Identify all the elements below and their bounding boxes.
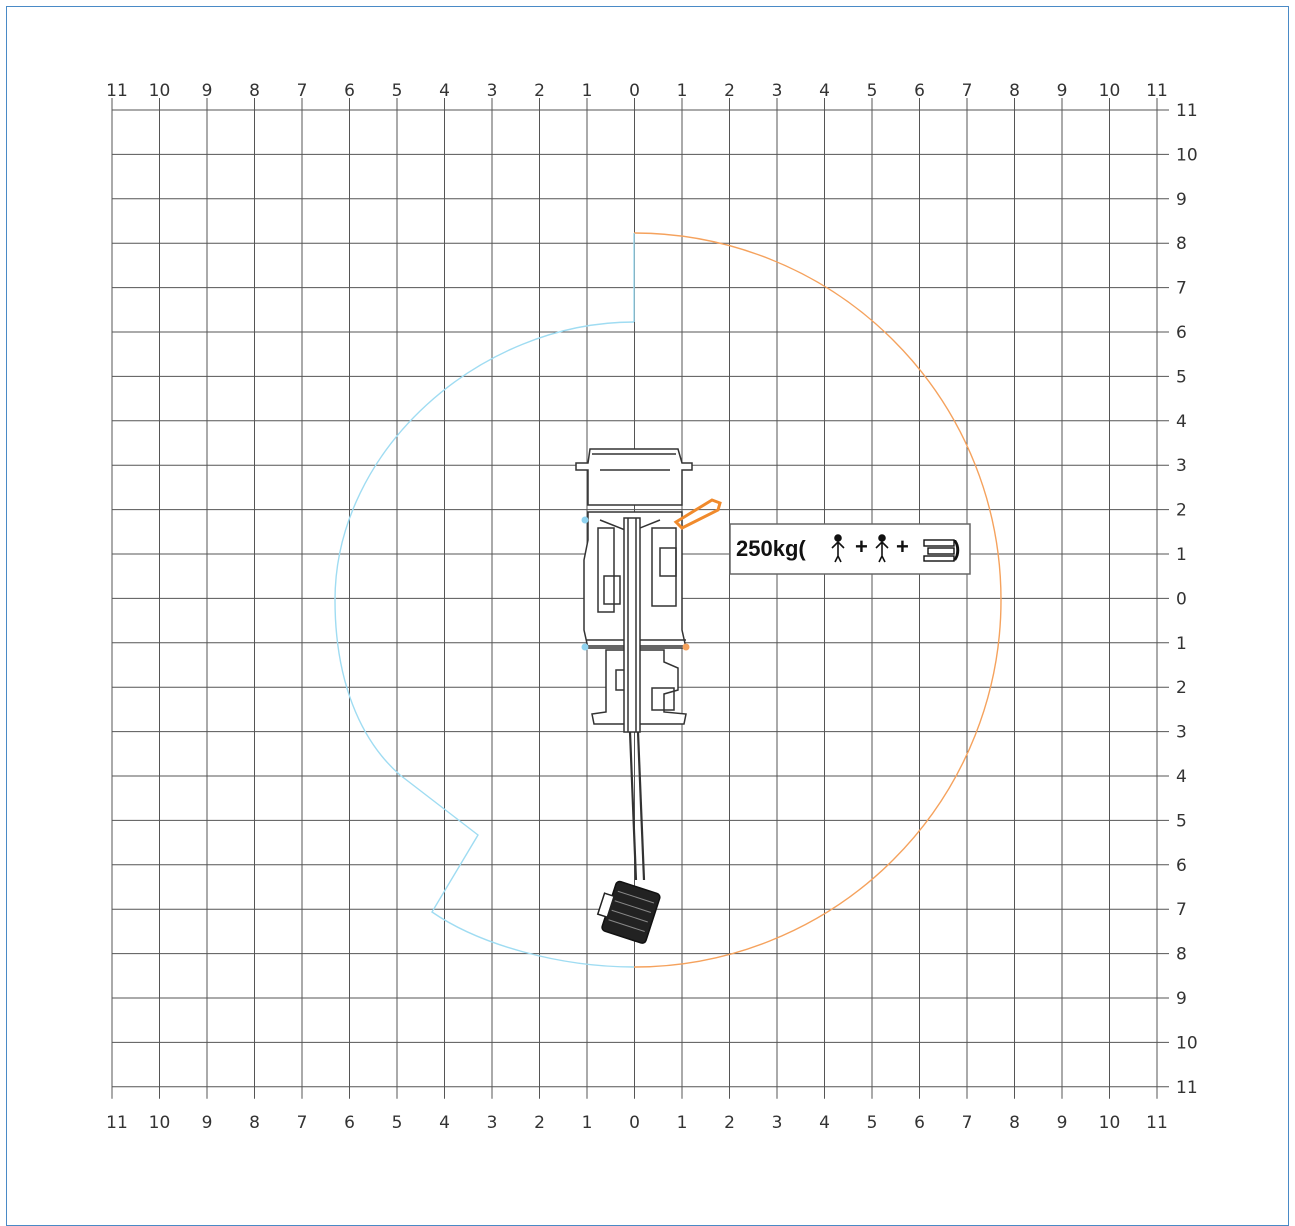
tick-label-right: 9 [1176,190,1187,210]
tick-label-bottom: 5 [867,1113,878,1133]
tick-label-right: 1 [1176,545,1187,565]
tick-label-right: 2 [1176,501,1187,521]
person-icon [875,534,889,563]
tick-label-right: 7 [1176,900,1187,920]
tick-label-right: 8 [1176,234,1187,254]
tick-label-top: 10 [149,81,171,101]
jib-arm [673,498,722,530]
tick-label-top: 11 [1146,81,1168,101]
tick-label-right: 11 [1176,1078,1198,1098]
tick-label-right: 6 [1176,323,1187,343]
tick-label-bottom: 4 [439,1113,450,1133]
tick-label-right: 4 [1176,767,1187,787]
tick-label-bottom: 7 [297,1113,308,1133]
outreach-envelope-left [334,321,635,968]
tick-label-bottom: 0 [629,1113,640,1133]
tick-label-right: 3 [1176,723,1187,743]
tick-label-top: 7 [297,81,308,101]
tick-label-right: 1 [1176,634,1187,654]
tick-label-bottom: 2 [534,1113,545,1133]
tick-label-bottom: 6 [344,1113,355,1133]
tick-label-right: 6 [1176,856,1187,876]
tick-label-bottom: 9 [202,1113,213,1133]
tick-label-top: 2 [534,81,545,101]
tick-label-top: 1 [582,81,593,101]
tick-label-top: 4 [439,81,450,101]
tick-label-bottom: 10 [1099,1113,1121,1133]
capacity-plus-2: + [896,534,909,559]
materials-icon [923,539,955,562]
tick-label-bottom: 1 [582,1113,593,1133]
tick-label-right: 4 [1176,412,1187,432]
tick-label-bottom: 11 [1146,1113,1168,1133]
tick-label-right: 9 [1176,989,1187,1009]
tick-label-bottom: 11 [106,1113,128,1133]
machine-top-view [575,448,693,944]
capacity-close: ) [953,536,960,561]
tick-label-bottom: 1 [677,1113,688,1133]
tick-label-right: 5 [1176,811,1187,831]
capacity-label: 250kg( [736,536,806,561]
tick-label-right: 11 [1176,101,1198,121]
person-icon [831,534,845,563]
tick-label-top: 1 [677,81,688,101]
tick-label-bottom: 10 [149,1113,171,1133]
tick-label-top: 5 [867,81,878,101]
tick-label-bottom: 8 [249,1113,260,1133]
tick-label-bottom: 3 [772,1113,783,1133]
tick-label-bottom: 2 [724,1113,735,1133]
tick-label-right: 5 [1176,367,1187,387]
tick-label-top: 7 [962,81,973,101]
tick-label-right: 0 [1176,589,1187,609]
tick-label-top: 6 [914,81,925,101]
tick-label-top: 9 [202,81,213,101]
tick-label-right: 10 [1176,145,1198,165]
tick-label-bottom: 7 [962,1113,973,1133]
tick-label-top: 3 [487,81,498,101]
capacity-plus-1: + [855,534,868,559]
tick-label-top: 8 [249,81,260,101]
tick-label-bottom: 9 [1057,1113,1068,1133]
tick-label-top: 3 [772,81,783,101]
tick-label-bottom: 3 [487,1113,498,1133]
tick-label-bottom: 4 [819,1113,830,1133]
tick-label-right: 3 [1176,456,1187,476]
tick-label-right: 2 [1176,678,1187,698]
tick-label-top: 11 [106,81,128,101]
tick-label-top: 5 [392,81,403,101]
tick-label-top: 4 [819,81,830,101]
tick-label-right: 10 [1176,1033,1198,1053]
tick-label-bottom: 5 [392,1113,403,1133]
capacity-callout: 250kg( + + ) [729,523,971,575]
tick-label-top: 10 [1099,81,1121,101]
tick-label-top: 6 [344,81,355,101]
tick-label-top: 8 [1009,81,1020,101]
tick-label-top: 9 [1057,81,1068,101]
tick-label-bottom: 6 [914,1113,925,1133]
tick-label-right: 8 [1176,945,1187,965]
tick-label-right: 7 [1176,279,1187,299]
tick-label-top: 2 [724,81,735,101]
outreach-envelope-right [633,232,1002,968]
tick-label-bottom: 8 [1009,1113,1020,1133]
tick-label-top: 0 [629,81,640,101]
